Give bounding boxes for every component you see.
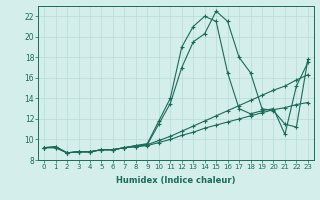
X-axis label: Humidex (Indice chaleur): Humidex (Indice chaleur) <box>116 176 236 185</box>
